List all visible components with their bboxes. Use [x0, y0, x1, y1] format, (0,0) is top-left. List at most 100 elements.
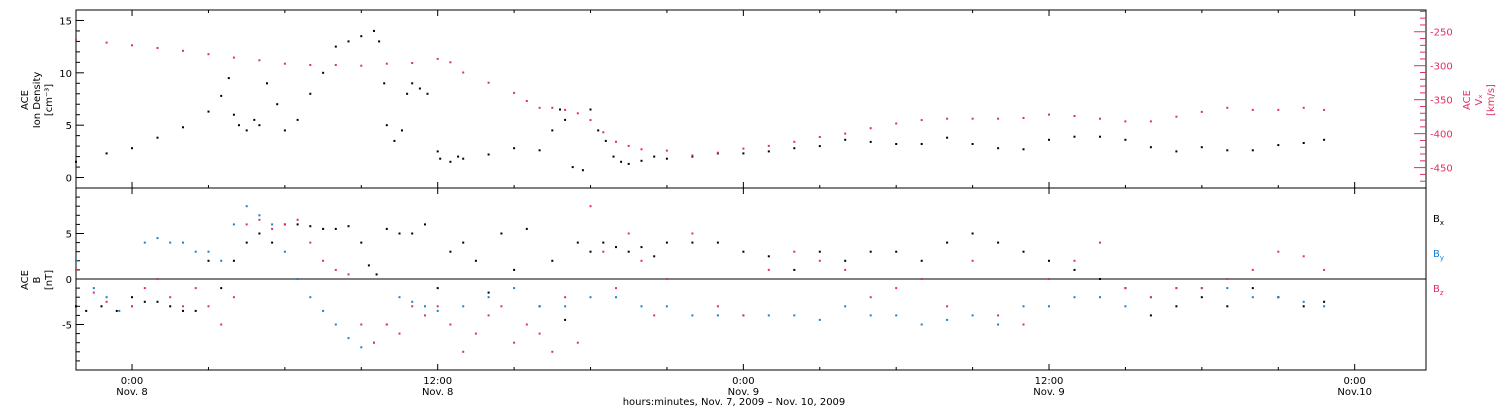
data-point: [1073, 135, 1076, 138]
data-point: [895, 143, 898, 145]
data-point: [418, 87, 421, 90]
data-point: [971, 117, 974, 120]
data-point: [1149, 314, 1152, 317]
data-point: [143, 241, 146, 244]
data-point: [793, 268, 796, 271]
data-point: [347, 225, 350, 228]
data-point: [118, 309, 121, 312]
data-point: [997, 241, 1000, 244]
data-point: [665, 305, 668, 308]
data-point: [131, 147, 133, 150]
data-point: [462, 71, 465, 74]
data-point: [551, 350, 554, 353]
data-point: [1124, 287, 1127, 290]
data-point: [220, 259, 223, 262]
data-point: [398, 332, 401, 335]
data-point: [767, 255, 770, 258]
data-point: [462, 241, 465, 244]
data-point: [946, 136, 949, 139]
data-point: [589, 296, 592, 299]
data-point: [1175, 287, 1178, 290]
data-point: [245, 223, 248, 226]
data-point: [105, 300, 108, 303]
top-panel: 0 5 10 15 -250 -300 -350 -400 -450 ACE Ion Dens…: [20, 9, 1497, 189]
x-tick-date-label: Nov. 9: [728, 387, 759, 398]
data-point: [373, 29, 375, 32]
data-point: [182, 49, 184, 52]
data-point: [334, 323, 337, 326]
data-point: [406, 92, 409, 95]
data-point: [691, 232, 694, 235]
data-point: [207, 53, 210, 56]
data-point: [296, 223, 299, 226]
data-point: [742, 314, 745, 317]
data-point: [589, 108, 592, 111]
data-point: [194, 309, 197, 312]
data-point: [156, 278, 159, 280]
top-right-y-axis: -250 -300 -350 -400 -450: [1414, 10, 1453, 182]
data-point: [818, 250, 821, 253]
bottom-left-ylabel-line3: [nT]: [44, 270, 55, 290]
data-point: [895, 314, 898, 317]
data-point: [742, 152, 745, 155]
data-point: [322, 309, 325, 312]
data-point: [971, 314, 974, 317]
data-point: [1277, 250, 1280, 253]
data-point: [1277, 296, 1280, 299]
data-point: [194, 287, 197, 290]
data-point: [411, 232, 414, 235]
data-point: [920, 143, 923, 145]
data-point: [971, 232, 974, 235]
data-point: [818, 259, 821, 262]
data-point: [156, 47, 159, 49]
data-point: [1226, 305, 1229, 308]
data-point: [347, 273, 350, 276]
data-point: [640, 159, 643, 162]
legend-entry-bz: Bz: [1433, 284, 1444, 297]
data-point: [283, 62, 286, 65]
data-point: [513, 91, 516, 94]
data-point: [576, 112, 579, 115]
data-point: [665, 241, 668, 244]
data-point: [322, 259, 325, 262]
data-point: [334, 64, 337, 66]
x-tick-date-label: Nov.10: [1337, 387, 1372, 398]
data-point: [283, 129, 286, 132]
data-point: [1323, 268, 1326, 271]
data-point: [253, 118, 256, 121]
data-point: [576, 341, 579, 344]
data-point: [716, 314, 719, 317]
data-point: [1073, 115, 1076, 117]
data-point: [691, 155, 694, 158]
data-point: [627, 162, 630, 165]
data-point: [207, 250, 210, 253]
data-point: [105, 41, 108, 44]
bottom-left-ylabel-line2: B: [32, 276, 43, 283]
data-point: [100, 305, 103, 308]
data-point: [1099, 135, 1101, 138]
data-point: [182, 126, 184, 129]
y-tick-label-bottom-left: 5: [66, 230, 72, 241]
data-point: [220, 287, 223, 290]
data-point: [375, 273, 378, 276]
data-point: [1099, 296, 1101, 299]
data-point: [207, 259, 210, 262]
data-point: [220, 323, 223, 326]
data-point: [716, 305, 719, 308]
data-point: [525, 323, 528, 326]
data-point: [538, 332, 541, 335]
data-point: [665, 149, 668, 152]
data-point: [258, 232, 261, 235]
data-point: [227, 77, 230, 80]
data-point: [1226, 149, 1229, 152]
y-tick-label-top-left: 5: [66, 121, 72, 132]
data-point: [1323, 108, 1326, 111]
data-point: [411, 305, 414, 308]
top-right-ylabel-line3: [km/s]: [1486, 84, 1497, 116]
data-point: [818, 136, 821, 138]
data-point: [360, 35, 363, 38]
data-point: [1302, 255, 1305, 258]
data-point: [1200, 287, 1203, 290]
data-point: [946, 318, 949, 321]
